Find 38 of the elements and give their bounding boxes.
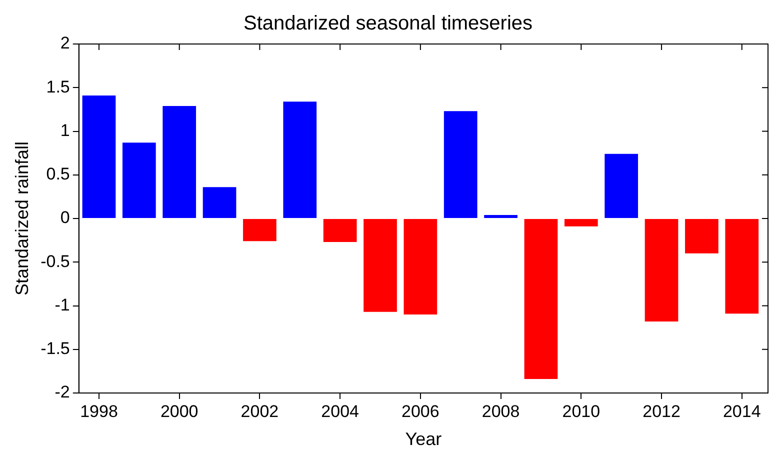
bar [82, 95, 116, 218]
y-tick-label: 1 [60, 120, 70, 140]
bar [725, 219, 759, 314]
x-tick-label: 2002 [240, 402, 279, 421]
x-tick-label: 2006 [402, 402, 440, 421]
x-tick-label: 2012 [642, 402, 680, 421]
chart-title: Standarized seasonal timeseries [243, 12, 533, 35]
y-axis-title: Standarized rainfall [12, 141, 32, 296]
bar [604, 154, 638, 218]
y-tick-label: -2 [54, 382, 70, 402]
x-tick-label: 2004 [321, 402, 359, 421]
y-tick-label: 0 [60, 208, 70, 228]
x-tick-label: 2010 [562, 402, 600, 421]
bar [484, 215, 518, 218]
bar [364, 219, 397, 312]
bar [283, 102, 317, 218]
y-tick-label: 2 [60, 34, 70, 53]
bar [524, 219, 558, 380]
bar [162, 106, 196, 218]
y-tick-label: 0.5 [46, 164, 70, 184]
bar [404, 219, 438, 314]
x-tick-label: 2000 [160, 402, 198, 421]
x-tick-label: 2008 [482, 402, 520, 421]
x-axis-title: Year [405, 429, 442, 450]
x-tick-label: 2014 [722, 402, 761, 421]
bar [685, 219, 718, 254]
bar [564, 219, 598, 226]
bar [243, 219, 276, 242]
bar [122, 142, 156, 218]
bar [444, 111, 478, 218]
y-tick-label: -1 [54, 295, 70, 314]
x-tick-label: 1998 [80, 402, 118, 421]
bar [644, 219, 678, 322]
y-tick-label: -0.5 [40, 252, 70, 271]
y-tick-label: 1.5 [46, 77, 70, 96]
bar [323, 219, 357, 242]
y-tick-label: -1.5 [40, 339, 70, 358]
bar [202, 187, 236, 218]
